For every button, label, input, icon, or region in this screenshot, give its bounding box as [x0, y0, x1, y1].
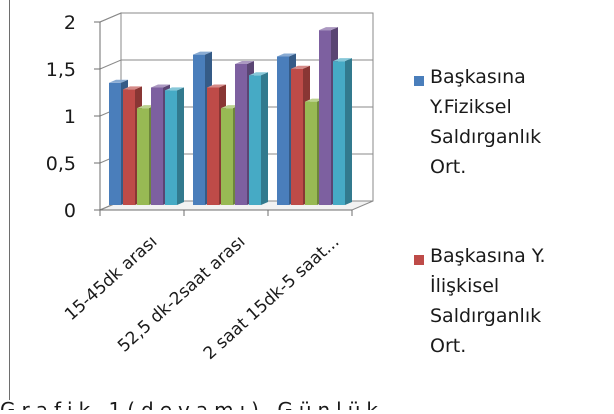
legend-label-iliskisel: Başkasına Y. İlişkisel Saldırganlık Ort.	[430, 245, 546, 357]
bar-front	[123, 89, 135, 205]
bar-front	[137, 108, 149, 205]
bar-front	[277, 56, 289, 206]
bar-top	[109, 79, 128, 83]
bar-top	[333, 58, 352, 62]
bar-front	[305, 101, 317, 205]
bar-top	[207, 84, 226, 88]
bar-front	[165, 90, 177, 205]
bar-front	[221, 108, 233, 205]
bars	[109, 27, 352, 206]
gridline	[99, 12, 373, 23]
bar-front	[109, 82, 121, 205]
y-tick-label: 0	[64, 200, 76, 222]
legend-swatch-fiziksel	[414, 76, 424, 86]
bar-top	[165, 87, 184, 91]
bar-front	[291, 68, 303, 205]
bar-side	[261, 72, 268, 205]
bar-top	[277, 53, 296, 57]
bar-front	[249, 75, 261, 205]
y-tick-label: 1	[64, 106, 76, 128]
bar-front	[207, 87, 219, 205]
y-tick-label: 0,5	[46, 153, 76, 175]
bar-front	[193, 54, 205, 205]
axes	[94, 21, 353, 216]
bar-top	[151, 84, 170, 88]
bar-top	[249, 72, 268, 76]
figure-caption: Grafik 1(devamı) Günlük...	[0, 398, 422, 410]
legend-label-fiziksel: Başkasına Y.Fiziksel Saldırganlık Ort.	[430, 66, 542, 178]
legend-swatch-iliskisel	[414, 255, 424, 265]
bar-front	[235, 64, 247, 205]
bar-front	[333, 61, 345, 206]
bar	[165, 87, 184, 205]
bar-top	[319, 27, 338, 31]
bar-front	[319, 30, 331, 205]
bar-side	[345, 58, 352, 206]
bar	[249, 72, 268, 205]
bar-front	[151, 87, 163, 205]
bar	[333, 58, 352, 206]
bar-top	[123, 86, 142, 90]
bar-top	[193, 51, 212, 55]
x-tick-label: 15-45dk arası	[61, 232, 161, 325]
y-tick-label: 1,5	[46, 59, 76, 81]
bar-side	[177, 87, 184, 205]
bar-top	[235, 61, 254, 64]
y-tick-labels: 0 0,5 1 1,5 2	[46, 12, 76, 222]
y-tick-label: 2	[64, 12, 76, 34]
bar-top	[291, 65, 310, 69]
